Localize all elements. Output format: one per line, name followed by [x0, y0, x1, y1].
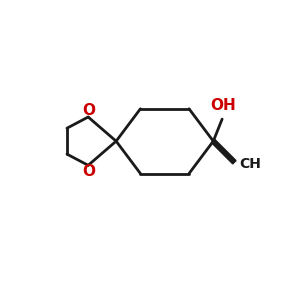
Text: OH: OH [210, 98, 236, 112]
Text: CH: CH [239, 157, 261, 171]
Text: O: O [82, 103, 95, 118]
Text: O: O [82, 164, 95, 179]
